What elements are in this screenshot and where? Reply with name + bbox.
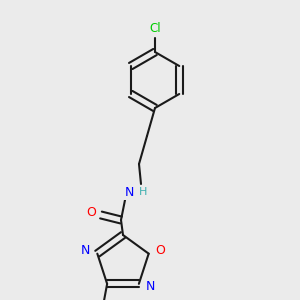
Text: Cl: Cl — [149, 22, 161, 34]
Text: O: O — [86, 206, 96, 220]
Text: N: N — [81, 244, 90, 257]
Text: O: O — [156, 244, 166, 257]
Text: H: H — [139, 187, 147, 197]
Text: N: N — [146, 280, 156, 293]
Text: N: N — [124, 185, 134, 199]
